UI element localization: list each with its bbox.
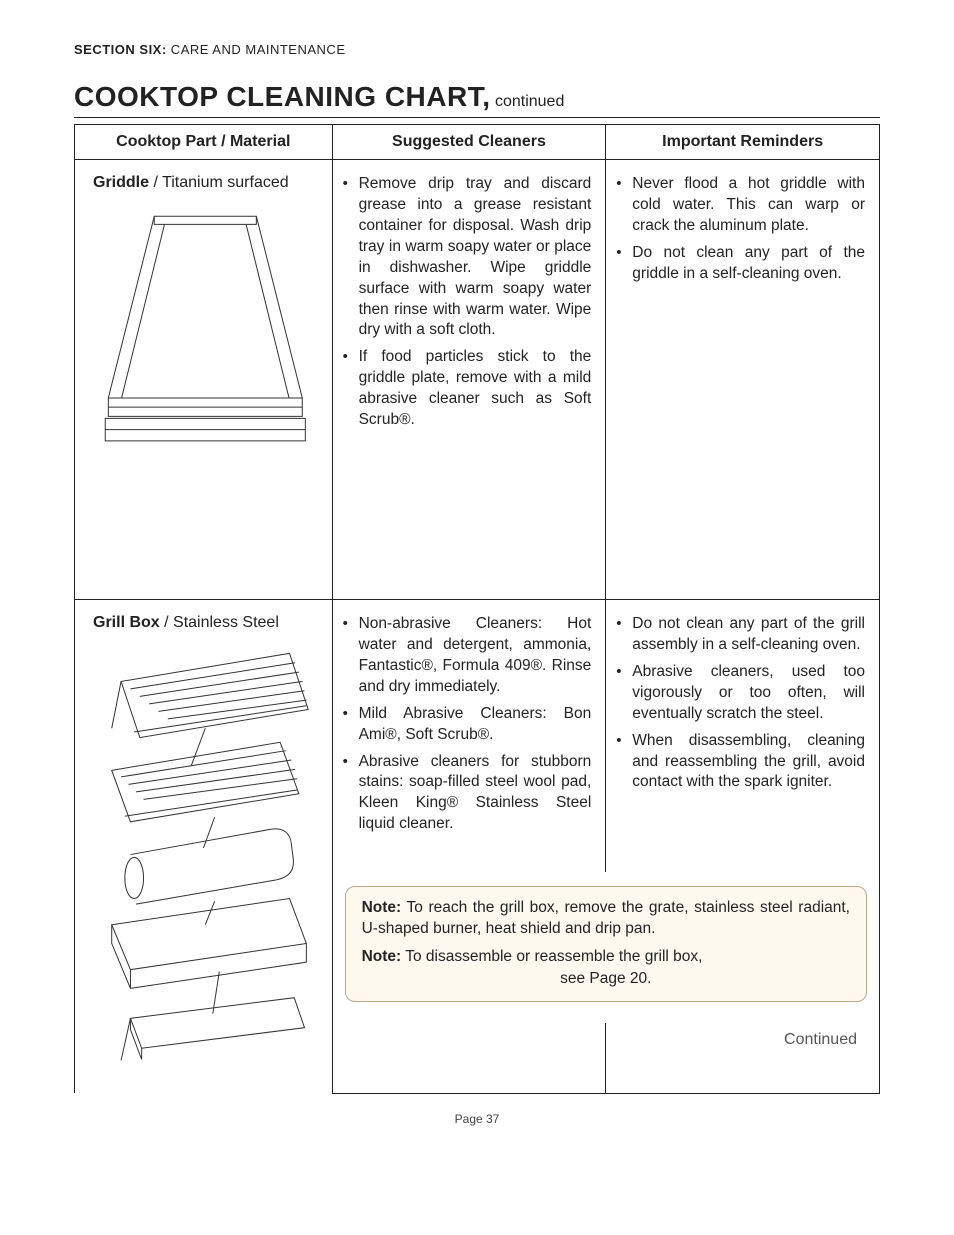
section-header-bold: SECTION SIX: [74, 42, 167, 57]
note-text: To disassemble or reassemble the grill b… [401, 948, 702, 965]
list-item: If food particles stick to the griddle p… [341, 347, 592, 431]
cleaning-chart-table: Cooktop Part / Material Suggested Cleane… [74, 124, 880, 1094]
note-label: Note: [362, 899, 402, 916]
reminders-cell-griddle: Never flood a hot griddle with cold wate… [606, 160, 880, 600]
col-header-cleaners: Suggested Cleaners [332, 125, 606, 160]
col-header-part: Cooktop Part / Material [75, 125, 333, 160]
list-item: Never flood a hot griddle with cold wate… [614, 174, 865, 237]
part-bold: Griddle [93, 174, 149, 191]
note-tail: see Page 20. [362, 968, 850, 990]
title-continued: continued [491, 93, 565, 110]
page-title: COOKTOP CLEANING CHART, continued [74, 81, 880, 113]
list-item: Do not clean any part of the griddle in … [614, 243, 865, 285]
part-sep: / [160, 614, 173, 631]
part-label: Griddle / Titanium surfaced [93, 174, 318, 192]
part-rest: Titanium surfaced [162, 174, 289, 191]
list-item: Do not clean any part of the grill assem… [614, 614, 865, 656]
note-line: Note: To reach the grill box, remove the… [362, 897, 850, 940]
section-header-rest: CARE AND MAINTENANCE [167, 42, 346, 57]
list-item: Non-abrasive Cleaners: Hot water and det… [341, 614, 592, 698]
list-item: Abrasive cleaners for stubborn stains: s… [341, 752, 592, 836]
reminders-list: Do not clean any part of the grill assem… [614, 614, 865, 793]
continued-cell: Continued [606, 1023, 880, 1093]
cleaners-cell-griddle: Remove drip tray and discard grease into… [332, 160, 606, 600]
part-sep: / [149, 174, 162, 191]
cleaners-list: Remove drip tray and discard grease into… [341, 174, 592, 431]
cleaners-cell-grillbox: Non-abrasive Cleaners: Hot water and det… [332, 600, 606, 872]
note-box: Note: To reach the grill box, remove the… [345, 886, 867, 1003]
table-row: Griddle / Titanium surfaced [75, 160, 880, 600]
list-item: Abrasive cleaners, used too vigorously o… [614, 662, 865, 725]
cleaners-list: Non-abrasive Cleaners: Hot water and det… [341, 614, 592, 835]
reminders-list: Never flood a hot griddle with cold wate… [614, 174, 865, 285]
part-rest: Stainless Steel [173, 614, 279, 631]
table-row: Grill Box / Stainless Steel [75, 600, 880, 872]
title-main: COOKTOP CLEANING CHART, [74, 81, 491, 112]
title-rule [74, 117, 880, 118]
empty-cell [332, 1023, 606, 1093]
col-header-reminders: Important Reminders [606, 125, 880, 160]
part-label: Grill Box / Stainless Steel [93, 614, 318, 632]
note-label: Note: [362, 948, 402, 965]
grillbox-illustration [93, 644, 318, 1074]
part-cell-griddle: Griddle / Titanium surfaced [75, 160, 333, 600]
page-number: Page 37 [74, 1112, 880, 1126]
griddle-illustration [93, 204, 318, 449]
table-header-row: Cooktop Part / Material Suggested Cleane… [75, 125, 880, 160]
reminders-cell-grillbox: Do not clean any part of the grill assem… [606, 600, 880, 872]
page: SECTION SIX: CARE AND MAINTENANCE COOKTO… [0, 0, 954, 1156]
section-header: SECTION SIX: CARE AND MAINTENANCE [74, 42, 880, 57]
list-item: Mild Abrasive Cleaners: Bon Ami®, Soft S… [341, 704, 592, 746]
list-item: Remove drip tray and discard grease into… [341, 174, 592, 341]
list-item: When disassembling, cleaning and reassem… [614, 731, 865, 794]
note-line: Note: To disassemble or reassemble the g… [362, 946, 850, 989]
note-cell: Note: To reach the grill box, remove the… [332, 872, 879, 1024]
part-bold: Grill Box [93, 614, 160, 631]
part-cell-grillbox: Grill Box / Stainless Steel [75, 600, 333, 1094]
note-text: To reach the grill box, remove the grate… [362, 899, 850, 938]
